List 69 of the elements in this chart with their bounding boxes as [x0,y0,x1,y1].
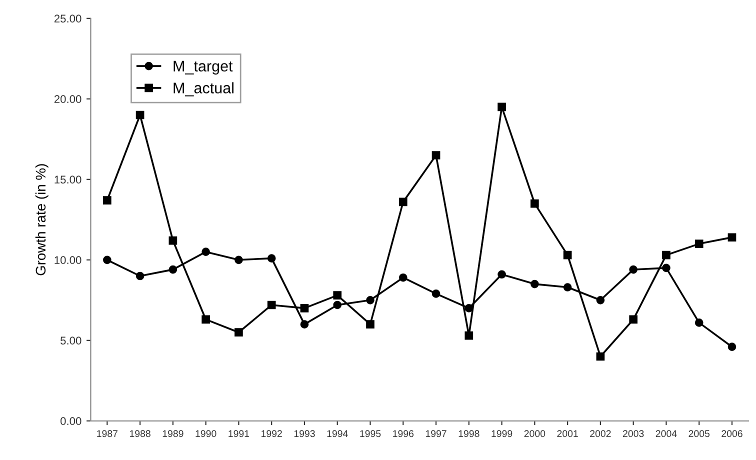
y-tick-label: 5.00 [60,336,82,345]
point [662,250,670,260]
point [136,272,144,280]
point [168,265,178,274]
point [300,320,309,328]
point [432,151,440,160]
point [136,110,144,120]
x-tick-label: 1999 [492,430,512,438]
x-tick-label: 1998 [458,430,480,438]
point [234,256,243,264]
point [432,290,440,298]
x-tick-label: 1989 [162,430,184,438]
y-tick-label: 20.00 [54,95,82,104]
x-tick-label: 2005 [688,430,710,438]
point [464,331,474,340]
point [464,304,474,312]
point [563,250,572,260]
x-tick-label: 1988 [130,430,150,438]
point [202,315,210,324]
point [366,296,374,304]
point [398,273,408,282]
point [530,199,539,208]
x-tick-label: 2000 [524,430,546,438]
point [629,315,638,324]
point [728,233,736,242]
y-tick-label: 0.00 [60,417,82,426]
x-tick-label: 1995 [360,430,381,438]
point [728,342,736,352]
point [498,102,506,112]
x-tick-label: 2004 [656,430,677,438]
point [563,283,572,292]
y-tick-label: 15.00 [54,176,82,184]
point [102,256,112,264]
x-tick-label: 1990 [196,430,216,438]
point [398,198,408,206]
x-tick-label: 2001 [557,430,578,438]
point [629,265,638,274]
point [662,264,670,272]
x-tick-label: 1992 [262,430,282,438]
x-tick-label: 2002 [590,430,611,438]
point [366,320,374,328]
x-tick-label: 1993 [294,430,315,438]
point [202,248,210,256]
point [300,304,309,312]
point [596,296,605,304]
x-tick-label: 2003 [623,430,644,438]
point [498,270,506,279]
x-tick-label: 1994 [327,430,348,438]
x-tick-label: 1991 [228,430,250,438]
point [530,280,539,288]
point [333,300,342,310]
point [694,318,704,327]
x-tick-label: 2006 [722,430,742,438]
point [234,328,243,337]
point [267,254,276,262]
x-tick-label: 1997 [426,430,446,438]
legend-label: M_actual [174,82,234,96]
point [267,300,276,310]
x-tick-label: 1996 [393,430,414,438]
point [168,236,178,245]
y-axis-title: Growth rate (in %) [35,164,48,276]
x-tick-label: 1987 [97,430,118,438]
legend-label: M_target [174,60,233,75]
point [596,352,605,361]
y-tick-label: 10.00 [54,256,82,264]
y-tick-label: 25.00 [54,14,82,23]
point [102,196,112,204]
point [333,291,342,300]
point [694,240,704,248]
